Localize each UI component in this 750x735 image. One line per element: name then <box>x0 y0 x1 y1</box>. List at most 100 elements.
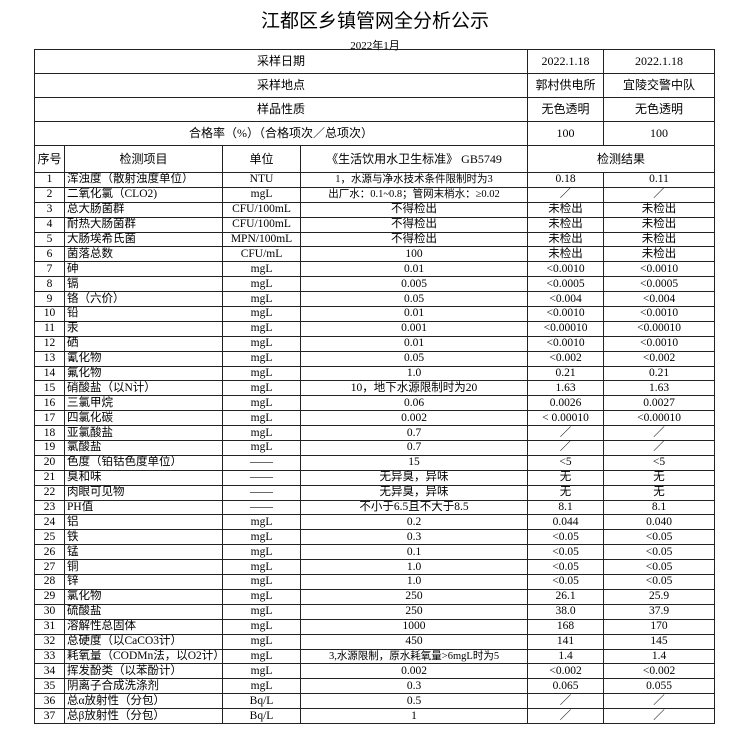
unit: —— <box>222 484 301 501</box>
table-row: 1 浑浊度（散射浊度单位） NTU 1，水源与净水技术条件限制时为3 0.18 0.11 <box>34 172 716 188</box>
test-item: 镉 <box>64 276 223 293</box>
standard-limit: 0.7 <box>299 440 529 456</box>
row-no: 32 <box>34 633 65 650</box>
standard-limit: 不得检出 <box>299 201 529 218</box>
table-row: 19 氯酸盐 mgL 0.7 ／／ <box>34 440 716 456</box>
result-site-2: ／ <box>603 708 716 724</box>
table-row: 15 硝酸盐（以N计） mgL 10，地下水源限制时为20 1.63 1.63 <box>34 380 716 397</box>
result-site-2: 未检出 <box>603 246 716 263</box>
table-row: 14 氟化物 mgL 1.0 0.21 0.21 <box>34 365 716 382</box>
row-no: 16 <box>34 395 65 412</box>
row-no: 24 <box>34 514 65 531</box>
row-no: 34 <box>34 663 65 680</box>
unit: mgL <box>222 633 301 650</box>
test-item: 硫酸盐 <box>64 603 223 620</box>
page-title: 江都区乡镇管网全分析公示 <box>260 10 489 32</box>
summary-value-1: 无色透明 <box>527 97 605 122</box>
standard-limit: 1000 <box>299 618 529 635</box>
unit: Bq/L <box>222 708 301 724</box>
row-no: 8 <box>34 276 65 293</box>
test-item: 浑浊度（散射浊度单位） <box>64 172 223 188</box>
result-site-1: 0.18 <box>527 172 605 188</box>
row-no: 13 <box>34 350 65 367</box>
result-site-1: 168 <box>527 618 605 635</box>
water-analysis-table: 采样日期 2022.1.18 2022.1.18 采样地点 郭村供电所 宜陵交警… <box>33 49 716 724</box>
test-item: 铁 <box>64 529 223 546</box>
result-site-2: <0.004 <box>603 291 716 308</box>
table-row: 16 三氯甲烷 mgL 0.06 0.0026 0.0027 <box>34 395 716 412</box>
table-row: 36 总α放射性（分包） Bq/L 0.5 ／／ <box>34 693 716 710</box>
result-site-1: <0.00010 <box>527 320 605 337</box>
summary-value-2: 无色透明 <box>603 97 716 122</box>
standard-limit: 250 <box>299 588 529 605</box>
unit: mgL <box>222 574 301 590</box>
standard-limit: 0.01 <box>299 306 529 322</box>
row-no: 35 <box>34 678 65 695</box>
row-no: 29 <box>34 588 65 605</box>
row-no: 25 <box>34 529 65 546</box>
test-item: 耐热大肠菌群 <box>64 216 223 233</box>
standard-limit: 0.05 <box>299 350 529 367</box>
unit: mgL <box>222 395 301 412</box>
result-site-1: 26.1 <box>527 588 605 605</box>
summary-label: 采样日期 <box>33 49 529 74</box>
result-site-1: ／ <box>527 440 605 456</box>
result-site-2: ／ <box>603 693 716 710</box>
row-no: 14 <box>34 365 65 382</box>
row-no: 23 <box>34 499 65 516</box>
unit: mgL <box>222 678 301 695</box>
result-site-1: <0.004 <box>527 291 605 308</box>
result-site-1: <0.05 <box>527 529 605 546</box>
header-item: 检测项目 <box>64 145 223 173</box>
unit: mgL <box>222 559 301 576</box>
standard-limit: 3,水源限制，原水耗氧量>6mgL时为5 <box>299 648 529 665</box>
summary-value-2: 宜陵交警中队 <box>603 73 716 98</box>
row-no: 6 <box>34 246 65 263</box>
result-site-2: <0.002 <box>603 350 716 367</box>
header-no: 序号 <box>34 145 65 173</box>
result-site-1: <0.0010 <box>527 306 605 322</box>
result-site-2: 8.1 <box>603 499 716 516</box>
table-row: 11 汞 mgL 0.001 <0.00010 <0.00010 <box>34 320 716 337</box>
result-site-2: 1.63 <box>603 380 716 397</box>
row-no: 33 <box>34 648 65 665</box>
result-site-1: <0.002 <box>527 663 605 680</box>
unit: mgL <box>222 440 301 456</box>
summary-row: 合格率（%）（合格项次／总项次） 100 100 <box>33 121 716 146</box>
test-item: 肉眼可见物 <box>64 484 223 501</box>
result-site-2: <0.05 <box>603 574 716 590</box>
result-site-1: 未检出 <box>527 246 605 263</box>
test-item: 四氯化碳 <box>64 410 223 427</box>
row-no: 12 <box>34 335 65 352</box>
table-row: 26 锰 mgL 0.1 <0.05 <0.05 <box>34 544 716 561</box>
test-item: 臭和味 <box>64 469 223 486</box>
table-row: 7 砷 mgL 0.01 <0.0010 <0.0010 <box>34 261 716 278</box>
standard-limit: 0.002 <box>299 663 529 680</box>
standard-limit: 1 <box>299 708 529 724</box>
unit: mgL <box>222 425 301 442</box>
result-site-2: 未检出 <box>603 231 716 248</box>
summary-label: 样品性质 <box>33 97 529 122</box>
header-standard: 《生活饮用水卫生标准》 GB5749 <box>299 145 529 173</box>
test-item: 铅 <box>64 306 223 322</box>
result-site-1: 未检出 <box>527 201 605 218</box>
table-row: 17 四氯化碳 mgL 0.002 < 0.00010 <0.00010 <box>34 410 716 427</box>
unit: mgL <box>222 648 301 665</box>
standard-limit: 0.7 <box>299 425 529 442</box>
test-item: 色度（铂钴色度单位） <box>64 454 223 471</box>
test-item: 铝 <box>64 514 223 531</box>
summary-value-1: 2022.1.18 <box>527 49 605 74</box>
row-no: 7 <box>34 261 65 278</box>
result-site-1: <0.002 <box>527 350 605 367</box>
result-site-1: 0.065 <box>527 678 605 695</box>
result-site-1: <0.0005 <box>527 276 605 293</box>
result-site-2: <5 <box>603 454 716 471</box>
result-site-2: 未检出 <box>603 201 716 218</box>
result-site-2: ／ <box>603 425 716 442</box>
standard-limit: 450 <box>299 633 529 650</box>
result-site-1: <0.0010 <box>527 335 605 352</box>
test-item: 锰 <box>64 544 223 561</box>
unit: mgL <box>222 410 301 427</box>
unit: CFU/100mL <box>222 201 301 218</box>
test-item: 溶解性总固体 <box>64 618 223 635</box>
